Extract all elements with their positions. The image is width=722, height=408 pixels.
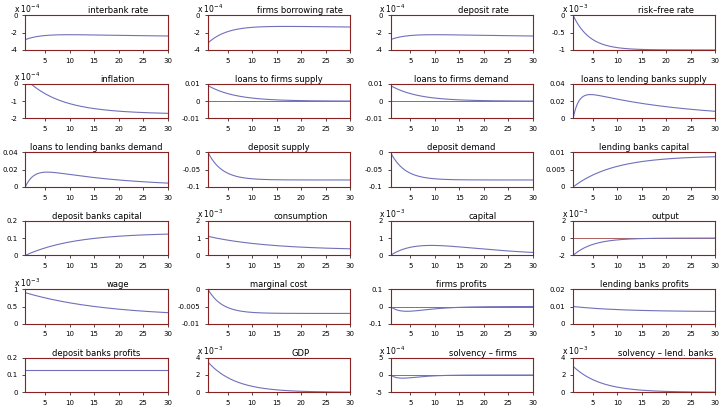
- Title: firms profits: firms profits: [436, 280, 487, 289]
- Title: firms borrowing rate: firms borrowing rate: [258, 6, 344, 15]
- Title: loans to firms demand: loans to firms demand: [414, 75, 509, 84]
- Title: risk–free rate: risk–free rate: [638, 6, 694, 15]
- Text: x 10$^{-3}$: x 10$^{-3}$: [196, 345, 223, 357]
- Title: GDP: GDP: [292, 348, 310, 358]
- Text: x 10$^{-4}$: x 10$^{-4}$: [14, 2, 40, 15]
- Title: deposit rate: deposit rate: [458, 6, 508, 15]
- Text: x 10$^{-3}$: x 10$^{-3}$: [562, 2, 588, 15]
- Title: solvency – lend. banks: solvency – lend. banks: [618, 348, 713, 358]
- Text: x 10$^{-3}$: x 10$^{-3}$: [562, 345, 588, 357]
- Title: wage: wage: [107, 280, 129, 289]
- Text: x 10$^{-3}$: x 10$^{-3}$: [562, 208, 588, 220]
- Text: x 10$^{-3}$: x 10$^{-3}$: [14, 276, 40, 288]
- Title: inflation: inflation: [100, 75, 135, 84]
- Title: deposit banks profits: deposit banks profits: [52, 348, 141, 358]
- Title: output: output: [652, 212, 679, 221]
- Text: x 10$^{-3}$: x 10$^{-3}$: [196, 208, 223, 220]
- Text: x 10$^{-3}$: x 10$^{-3}$: [379, 208, 405, 220]
- Title: deposit supply: deposit supply: [248, 143, 310, 152]
- Title: lending banks profits: lending banks profits: [600, 280, 689, 289]
- Title: consumption: consumption: [273, 212, 328, 221]
- Text: x 10$^{-4}$: x 10$^{-4}$: [379, 345, 406, 357]
- Text: x 10$^{-4}$: x 10$^{-4}$: [14, 71, 40, 83]
- Title: loans to lending banks demand: loans to lending banks demand: [30, 143, 162, 152]
- Title: loans to lending banks supply: loans to lending banks supply: [581, 75, 707, 84]
- Text: x 10$^{-4}$: x 10$^{-4}$: [196, 2, 223, 15]
- Title: marginal cost: marginal cost: [251, 280, 308, 289]
- Text: x 10$^{-4}$: x 10$^{-4}$: [379, 2, 406, 15]
- Title: interbank rate: interbank rate: [87, 6, 148, 15]
- Title: solvency – firms: solvency – firms: [449, 348, 517, 358]
- Title: deposit banks capital: deposit banks capital: [51, 212, 142, 221]
- Title: loans to firms supply: loans to firms supply: [235, 75, 323, 84]
- Title: deposit demand: deposit demand: [427, 143, 496, 152]
- Title: capital: capital: [469, 212, 497, 221]
- Title: lending banks capital: lending banks capital: [599, 143, 690, 152]
